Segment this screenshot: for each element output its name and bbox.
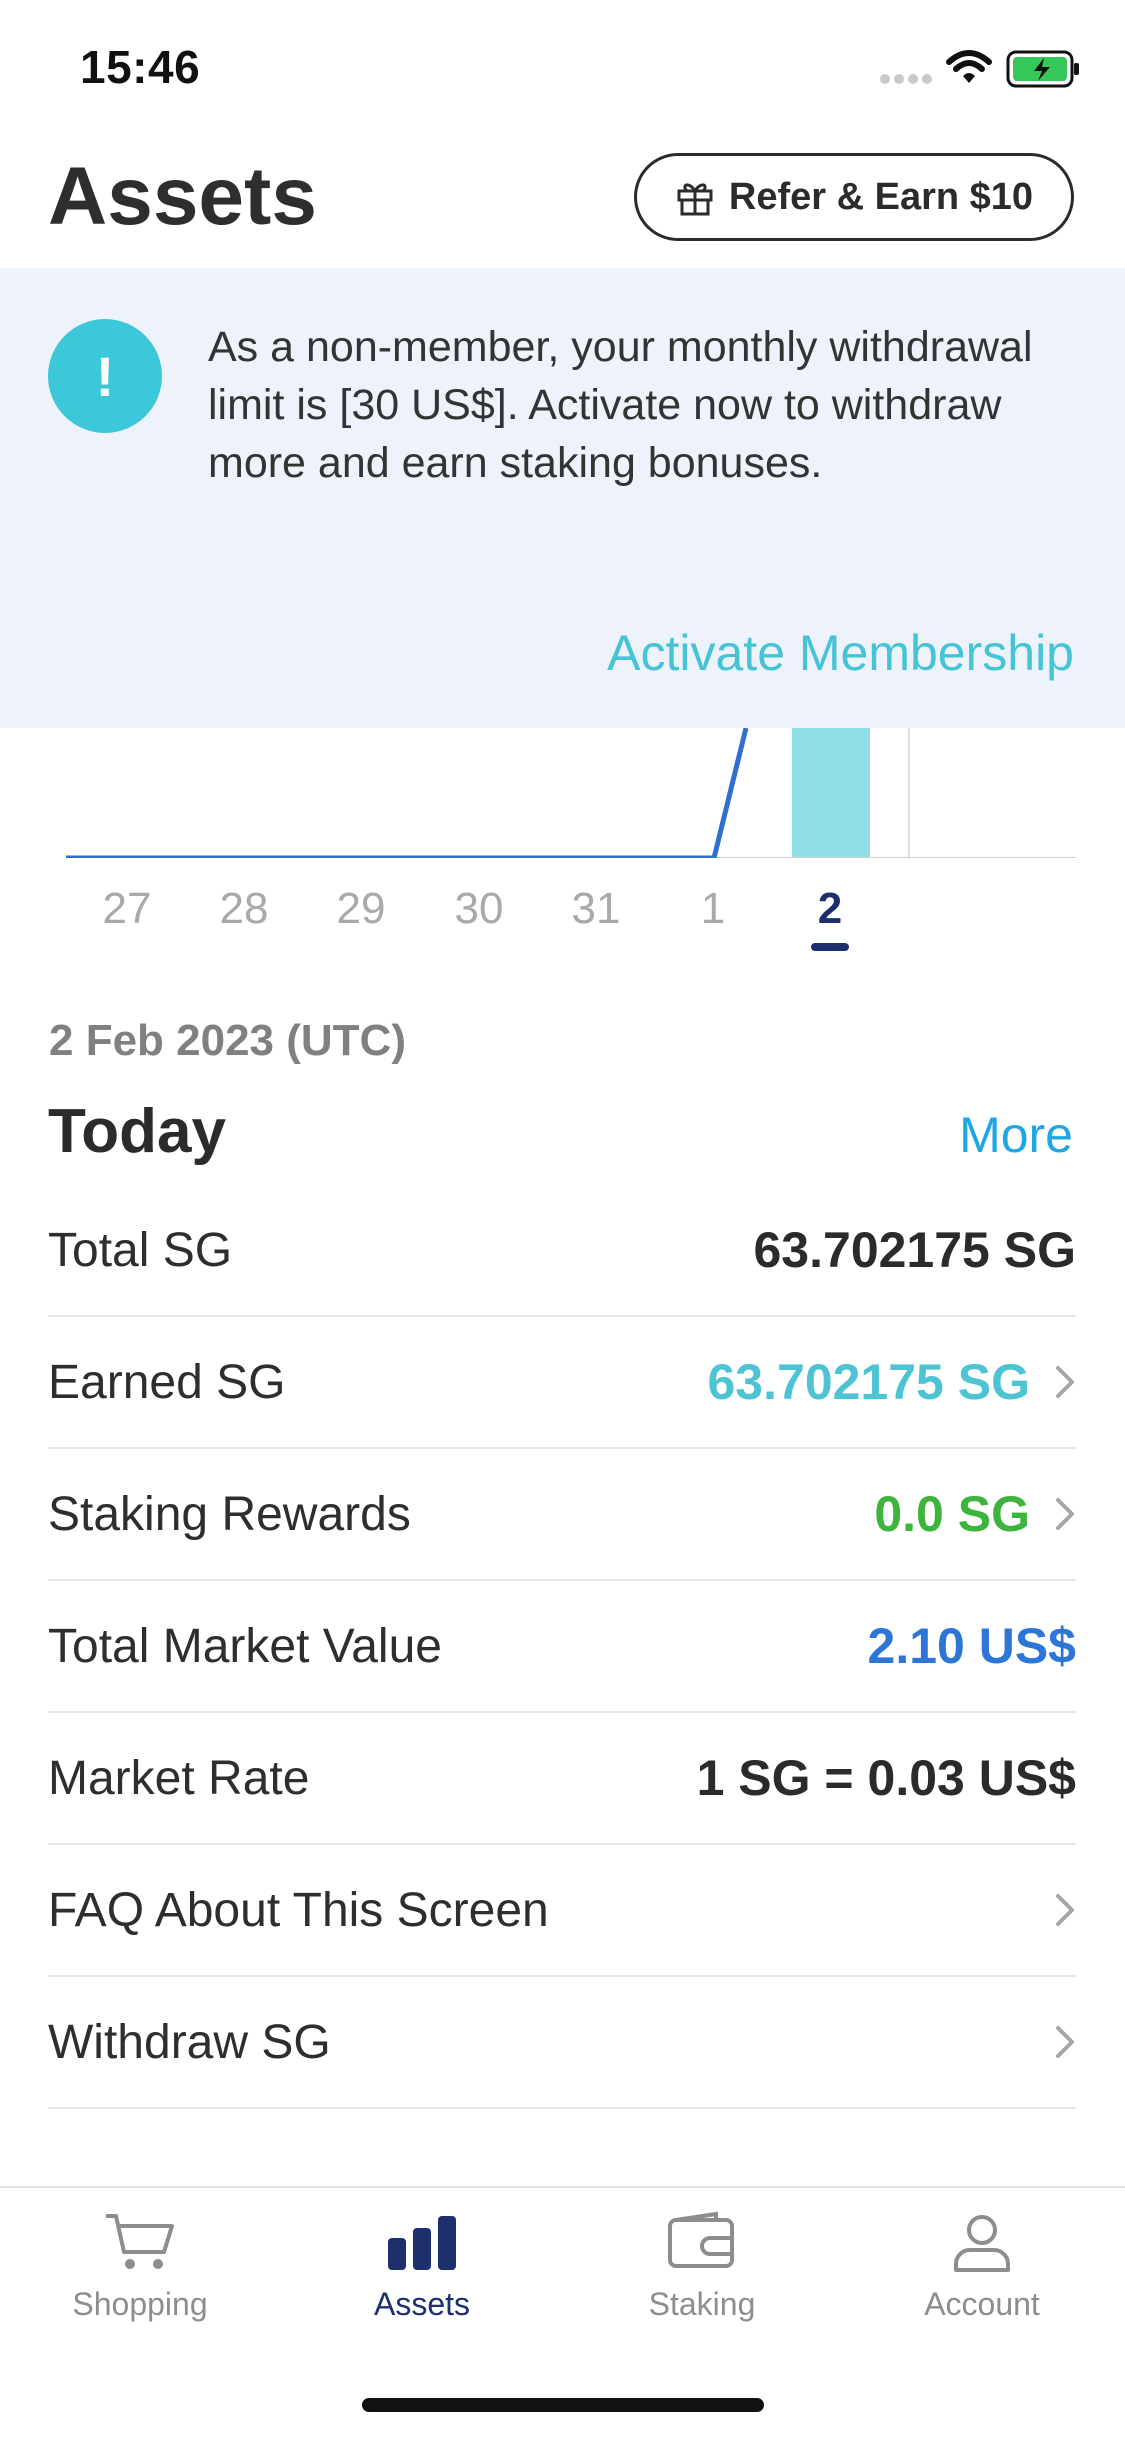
chart-tick-31[interactable]: 31: [571, 884, 621, 933]
wallet-icon: [668, 2211, 734, 2268]
chart-tick-1[interactable]: 1: [700, 884, 726, 933]
chart-tick-30[interactable]: 30: [454, 884, 504, 933]
refer-earn-label: Refer & Earn $10: [728, 175, 1034, 218]
tab-account[interactable]: Account: [872, 2210, 1092, 2330]
activate-membership-link[interactable]: Activate Membership: [607, 625, 1074, 681]
chevron-right-icon: [1056, 1894, 1074, 1926]
cart-icon: [106, 2214, 174, 2269]
gift-icon: [677, 183, 713, 216]
row-market-rate: Market Rate 1 SG = 0.03 US$: [48, 1713, 1076, 1845]
bar-chart-icon: [388, 2216, 456, 2270]
tab-label: Staking: [648, 2286, 756, 2322]
membership-notice: [0, 268, 1125, 728]
row-staking-rewards[interactable]: Staking Rewards 0.0 SG: [48, 1449, 1076, 1581]
row-value: 63.702175 SG: [707, 1354, 1031, 1410]
chart-tick-27[interactable]: 27: [102, 884, 152, 933]
row-label: Total SG: [48, 1223, 233, 1277]
more-link[interactable]: More: [959, 1107, 1073, 1163]
row-value: 1 SG = 0.03 US$: [696, 1750, 1076, 1806]
refer-earn-button[interactable]: Refer & Earn $10: [634, 153, 1074, 241]
wifi-icon: [946, 50, 992, 83]
person-icon: [954, 2215, 1010, 2272]
tab-label: Shopping: [72, 2286, 208, 2322]
home-indicator[interactable]: [362, 2398, 764, 2412]
row-earned-sg[interactable]: Earned SG 63.702175 SG: [48, 1317, 1076, 1449]
chevron-right-icon: [1056, 1498, 1074, 1530]
row-label: Earned SG: [48, 1355, 286, 1409]
tab-label: Assets: [373, 2286, 471, 2322]
history-chart: [66, 728, 1076, 858]
row-faq[interactable]: FAQ About This Screen: [48, 1845, 1076, 1977]
date-label: 2 Feb 2023 (UTC): [49, 1016, 406, 1065]
tab-assets[interactable]: Assets: [312, 2210, 532, 2330]
row-label: Staking Rewards: [48, 1487, 411, 1541]
chart-bar-2: [792, 728, 870, 858]
row-value: 0.0 SG: [874, 1486, 1030, 1542]
status-time: 15:46: [80, 41, 201, 93]
notice-message: As a non-member, your monthly withdrawal…: [208, 323, 1033, 487]
chart-tick-2[interactable]: 2: [817, 884, 843, 933]
row-value: 63.702175 SG: [753, 1222, 1077, 1278]
row-label: Total Market Value: [48, 1619, 442, 1673]
row-value: 2.10 US$: [867, 1618, 1076, 1674]
chart-line: [66, 728, 749, 858]
section-title: Today: [48, 1097, 226, 1166]
row-total-market-value: Total Market Value 2.10 US$: [48, 1581, 1076, 1713]
row-label: Withdraw SG: [48, 2015, 331, 2069]
exclamation-icon: !: [48, 319, 162, 433]
row-total-sg: Total SG 63.702175 SG: [48, 1185, 1076, 1317]
tab-label: Account: [924, 2286, 1040, 2322]
chevron-right-icon: [1056, 2026, 1074, 2058]
row-label: Market Rate: [48, 1751, 310, 1805]
row-label: FAQ About This Screen: [48, 1883, 549, 1937]
battery-icon: [1006, 50, 1079, 88]
selected-day-indicator: [811, 943, 849, 951]
signal-icon: [880, 74, 934, 84]
tab-bar: [0, 2186, 1125, 2438]
tab-shopping[interactable]: Shopping: [30, 2210, 250, 2330]
tab-staking[interactable]: Staking: [592, 2210, 812, 2330]
row-withdraw-sg[interactable]: Withdraw SG: [48, 1977, 1076, 2109]
chart-tick-28[interactable]: 28: [219, 884, 269, 933]
chart-tick-29[interactable]: 29: [336, 884, 386, 933]
chevron-right-icon: [1056, 1366, 1074, 1398]
page-title: Assets: [48, 151, 317, 242]
